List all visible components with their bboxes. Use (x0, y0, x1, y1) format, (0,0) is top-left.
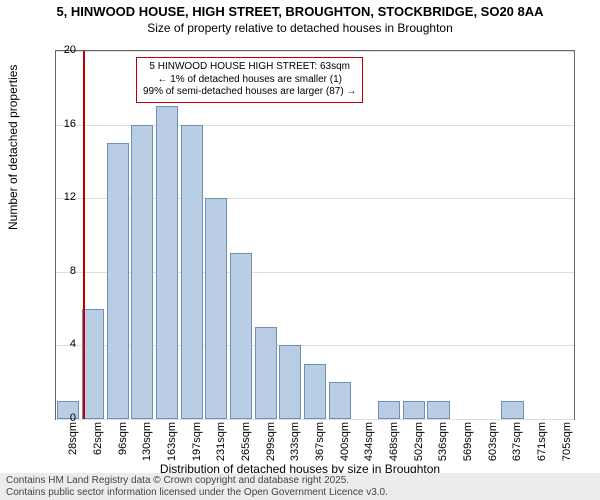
bar (304, 364, 326, 419)
tooltip-box: 5 HINWOOD HOUSE HIGH STREET: 63sqm← 1% o… (136, 57, 363, 103)
chart-container: 5, HINWOOD HOUSE, HIGH STREET, BROUGHTON… (0, 0, 600, 500)
bar (255, 327, 277, 419)
gridline (56, 419, 574, 420)
x-tick-label: 197sqm (191, 422, 203, 461)
x-tick-label: 96sqm (117, 422, 129, 455)
tooltip-line: 99% of semi-detached houses are larger (… (143, 86, 356, 99)
bar (427, 401, 449, 419)
x-tick-label: 299sqm (265, 422, 277, 461)
bars-group (56, 51, 574, 419)
y-tick-label: 4 (54, 338, 76, 350)
y-tick-label: 8 (54, 265, 76, 277)
title-main: 5, HINWOOD HOUSE, HIGH STREET, BROUGHTON… (0, 4, 600, 21)
bar (156, 106, 178, 419)
bar (403, 401, 425, 419)
x-tick-label: 28sqm (67, 422, 79, 455)
bar (329, 382, 351, 419)
title-area: 5, HINWOOD HOUSE, HIGH STREET, BROUGHTON… (0, 0, 600, 36)
x-tick-label: 671sqm (536, 422, 548, 461)
y-axis-label: Number of detached properties (6, 65, 20, 230)
plot-area: 5 HINWOOD HOUSE HIGH STREET: 63sqm← 1% o… (55, 50, 575, 420)
x-tick-label: 468sqm (388, 422, 400, 461)
x-tick-label: 130sqm (141, 422, 153, 461)
bar (107, 143, 129, 419)
bar-slot (179, 51, 204, 419)
bar-slot (105, 51, 130, 419)
title-sub: Size of property relative to detached ho… (0, 21, 600, 37)
x-tick-label: 333sqm (289, 422, 301, 461)
y-tick-label: 16 (54, 118, 76, 130)
x-tick-label: 502sqm (413, 422, 425, 461)
x-tick-label: 62sqm (92, 422, 104, 455)
y-tick-label: 20 (54, 44, 76, 56)
bar (378, 401, 400, 419)
bar (131, 125, 153, 419)
footer-line-2: Contains public sector information licen… (6, 487, 594, 499)
bar-slot (155, 51, 180, 419)
bar-slot (278, 51, 303, 419)
bar-slot (500, 51, 525, 419)
bar-slot (475, 51, 500, 419)
bar-slot (253, 51, 278, 419)
bar-slot (549, 51, 574, 419)
bar-slot (352, 51, 377, 419)
bar-slot (327, 51, 352, 419)
bar-slot (377, 51, 402, 419)
bar (82, 309, 104, 419)
bar (181, 125, 203, 419)
bar-slot (204, 51, 229, 419)
bar-slot (451, 51, 476, 419)
bar (230, 253, 252, 419)
y-tick-label: 12 (54, 191, 76, 203)
bar (205, 198, 227, 419)
bar-slot (525, 51, 550, 419)
x-tick-label: 536sqm (437, 422, 449, 461)
x-tick-label: 603sqm (487, 422, 499, 461)
x-tick-label: 163sqm (166, 422, 178, 461)
x-tick-label: 569sqm (462, 422, 474, 461)
marker-vertical-line (83, 51, 85, 419)
bar-slot (401, 51, 426, 419)
x-tick-label: 705sqm (561, 422, 573, 461)
bar-slot (229, 51, 254, 419)
footer-line-1: Contains HM Land Registry data © Crown c… (6, 475, 594, 487)
bar-slot (56, 51, 81, 419)
x-tick-label: 265sqm (240, 422, 252, 461)
tooltip-line: ← 1% of detached houses are smaller (1) (143, 74, 356, 87)
x-tick-label: 231sqm (215, 422, 227, 461)
bar (501, 401, 523, 419)
tooltip-line: 5 HINWOOD HOUSE HIGH STREET: 63sqm (143, 61, 356, 74)
bar-slot (426, 51, 451, 419)
x-tick-label: 367sqm (314, 422, 326, 461)
x-tick-label: 434sqm (363, 422, 375, 461)
bar-slot (130, 51, 155, 419)
bar (279, 345, 301, 419)
footer: Contains HM Land Registry data © Crown c… (0, 473, 600, 500)
x-tick-label: 400sqm (339, 422, 351, 461)
bar-slot (303, 51, 328, 419)
x-tick-label: 637sqm (511, 422, 523, 461)
